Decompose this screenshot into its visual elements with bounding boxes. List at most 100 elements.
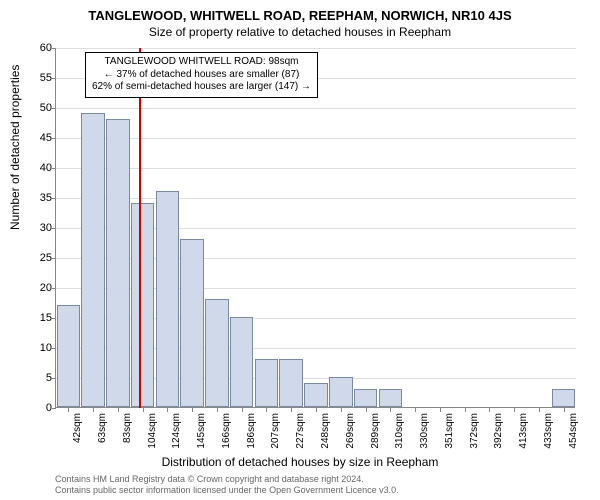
y-tick-mark (52, 78, 56, 79)
x-tick-label: 63sqm (97, 413, 108, 443)
x-tick-mark (143, 408, 144, 412)
y-tick-mark (52, 258, 56, 259)
footer-line-1: Contains HM Land Registry data © Crown c… (55, 474, 399, 485)
y-tick-mark (52, 48, 56, 49)
y-tick-label: 20 (28, 282, 52, 294)
x-tick-label: 248sqm (320, 413, 331, 449)
x-tick-label: 104sqm (147, 413, 158, 449)
gridline (56, 108, 576, 109)
x-tick-mark (341, 408, 342, 412)
x-tick-label: 330sqm (419, 413, 430, 449)
x-tick-label: 433sqm (543, 413, 554, 449)
y-tick-mark (52, 108, 56, 109)
histogram-bar (156, 191, 180, 407)
y-tick-mark (52, 348, 56, 349)
x-tick-label: 454sqm (568, 413, 579, 449)
footer-line-2: Contains public sector information licen… (55, 485, 399, 496)
y-tick-label: 50 (28, 102, 52, 114)
x-tick-label: 42sqm (72, 413, 83, 443)
x-tick-label: 269sqm (345, 413, 356, 449)
histogram-bar (205, 299, 229, 407)
y-axis-label: Number of detached properties (8, 65, 22, 230)
x-tick-label: 145sqm (196, 413, 207, 449)
x-tick-mark (242, 408, 243, 412)
page-subtitle: Size of property relative to detached ho… (0, 23, 600, 39)
y-tick-mark (52, 168, 56, 169)
x-tick-label: 351sqm (444, 413, 455, 449)
x-tick-mark (118, 408, 119, 412)
x-tick-mark (192, 408, 193, 412)
histogram-bar (279, 359, 303, 407)
x-tick-label: 83sqm (122, 413, 133, 443)
x-axis-label: Distribution of detached houses by size … (0, 455, 600, 469)
histogram-bar (379, 389, 403, 407)
chart-area: 05101520253035404550556042sqm63sqm83sqm1… (55, 48, 575, 408)
x-tick-mark (291, 408, 292, 412)
x-tick-label: 372sqm (469, 413, 480, 449)
histogram-bar (255, 359, 279, 407)
x-tick-label: 207sqm (270, 413, 281, 449)
histogram-bar (106, 119, 130, 407)
x-tick-mark (465, 408, 466, 412)
y-tick-label: 45 (28, 132, 52, 144)
annotation-line: 62% of semi-detached houses are larger (… (92, 81, 311, 94)
annotation-line: TANGLEWOOD WHITWELL ROAD: 98sqm (92, 56, 311, 69)
histogram-bar (552, 389, 576, 407)
x-tick-mark (68, 408, 69, 412)
gridline (56, 198, 576, 199)
x-tick-label: 166sqm (221, 413, 232, 449)
y-tick-mark (52, 318, 56, 319)
histogram-bar (329, 377, 353, 407)
annotation-line: ← 37% of detached houses are smaller (87… (92, 69, 311, 82)
y-tick-mark (52, 288, 56, 289)
x-tick-mark (564, 408, 565, 412)
histogram-bar (354, 389, 378, 407)
histogram-bar (57, 305, 81, 407)
x-tick-label: 413sqm (518, 413, 529, 449)
x-tick-label: 227sqm (295, 413, 306, 449)
x-tick-label: 392sqm (493, 413, 504, 449)
x-tick-mark (390, 408, 391, 412)
x-tick-mark (440, 408, 441, 412)
annotation-box: TANGLEWOOD WHITWELL ROAD: 98sqm← 37% of … (85, 52, 318, 98)
plot-region: 05101520253035404550556042sqm63sqm83sqm1… (55, 48, 575, 408)
x-tick-mark (366, 408, 367, 412)
y-tick-mark (52, 378, 56, 379)
y-tick-mark (52, 408, 56, 409)
histogram-bar (304, 383, 328, 407)
y-tick-mark (52, 138, 56, 139)
x-tick-label: 186sqm (246, 413, 257, 449)
y-tick-mark (52, 198, 56, 199)
y-tick-label: 0 (28, 402, 52, 414)
y-tick-label: 35 (28, 192, 52, 204)
y-tick-label: 15 (28, 312, 52, 324)
histogram-bar (81, 113, 105, 407)
gridline (56, 48, 576, 49)
y-tick-label: 30 (28, 222, 52, 234)
marker-line (139, 48, 141, 408)
page-title: TANGLEWOOD, WHITWELL ROAD, REEPHAM, NORW… (0, 0, 600, 23)
x-tick-label: 124sqm (171, 413, 182, 449)
y-tick-label: 5 (28, 372, 52, 384)
gridline (56, 168, 576, 169)
x-tick-label: 310sqm (394, 413, 405, 449)
histogram-bar (131, 203, 155, 407)
y-tick-label: 10 (28, 342, 52, 354)
x-tick-mark (266, 408, 267, 412)
gridline (56, 138, 576, 139)
x-tick-mark (514, 408, 515, 412)
y-tick-mark (52, 228, 56, 229)
y-tick-label: 40 (28, 162, 52, 174)
x-tick-mark (316, 408, 317, 412)
y-tick-label: 25 (28, 252, 52, 264)
y-tick-label: 60 (28, 42, 52, 54)
x-tick-mark (489, 408, 490, 412)
histogram-bar (180, 239, 204, 407)
x-tick-mark (217, 408, 218, 412)
x-tick-mark (415, 408, 416, 412)
x-tick-mark (93, 408, 94, 412)
footer-attribution: Contains HM Land Registry data © Crown c… (55, 474, 399, 496)
histogram-bar (230, 317, 254, 407)
y-tick-label: 55 (28, 72, 52, 84)
x-tick-mark (539, 408, 540, 412)
